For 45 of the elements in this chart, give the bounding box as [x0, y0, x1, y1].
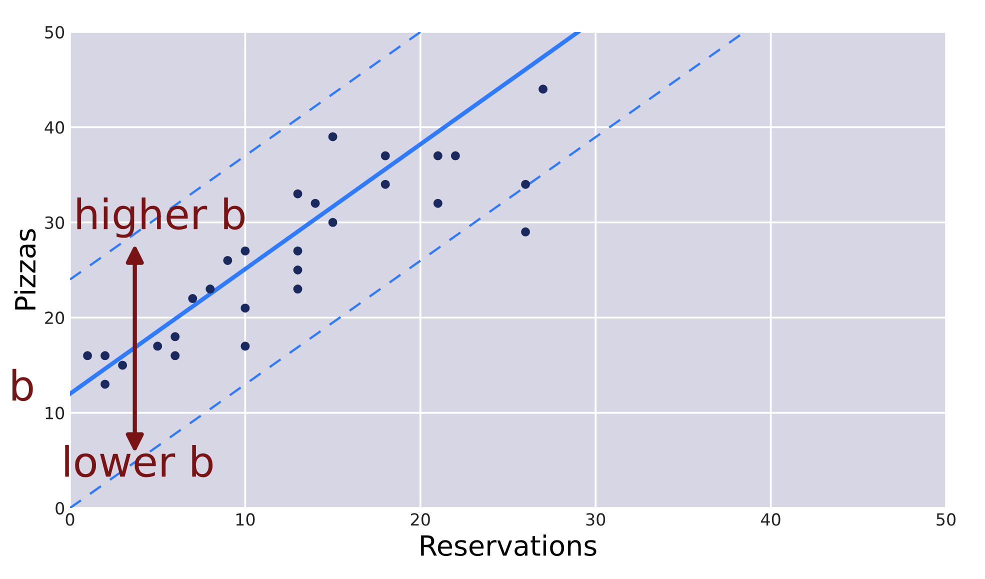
x-tick-label: 40	[761, 513, 780, 526]
annotation: lower b	[65, 444, 213, 478]
point	[433, 198, 442, 208]
point	[100, 351, 110, 360]
x-tick-label: 50	[936, 513, 956, 526]
point	[223, 256, 232, 265]
point	[521, 180, 530, 189]
point	[83, 351, 92, 360]
point	[538, 84, 548, 94]
annotation: higher b	[77, 197, 245, 238]
x-tick-label: 10	[236, 513, 255, 526]
point	[433, 151, 442, 160]
point	[521, 227, 530, 236]
point	[380, 151, 390, 160]
point	[450, 151, 460, 160]
x-axis-title: Reservations	[421, 534, 596, 556]
point	[188, 294, 198, 304]
point	[153, 342, 162, 351]
point	[293, 284, 302, 294]
point	[240, 342, 250, 351]
y-tick-label: 40	[44, 121, 64, 134]
x-tick-label: 0	[66, 513, 74, 526]
point	[118, 360, 128, 370]
point	[380, 180, 390, 189]
x-tick-label: 30	[586, 513, 606, 526]
y-tick-label: 20	[45, 312, 64, 324]
y-tick-label: 10	[46, 406, 64, 420]
y-tick-label: 30	[45, 216, 64, 229]
point	[293, 266, 302, 274]
point	[293, 246, 302, 256]
point	[240, 304, 250, 313]
point	[100, 380, 110, 389]
point	[170, 351, 180, 360]
y-tick-label: 0	[56, 502, 64, 515]
text: b	[12, 368, 33, 402]
y-axis-title: Pizzas	[14, 229, 36, 310]
point	[170, 332, 180, 342]
point	[206, 284, 215, 294]
point	[293, 189, 302, 198]
point	[240, 246, 250, 256]
y-tick-label: 50	[45, 26, 64, 39]
x-tick-label: 20	[411, 513, 430, 526]
point	[328, 132, 338, 142]
point	[310, 198, 320, 208]
point	[328, 218, 338, 227]
